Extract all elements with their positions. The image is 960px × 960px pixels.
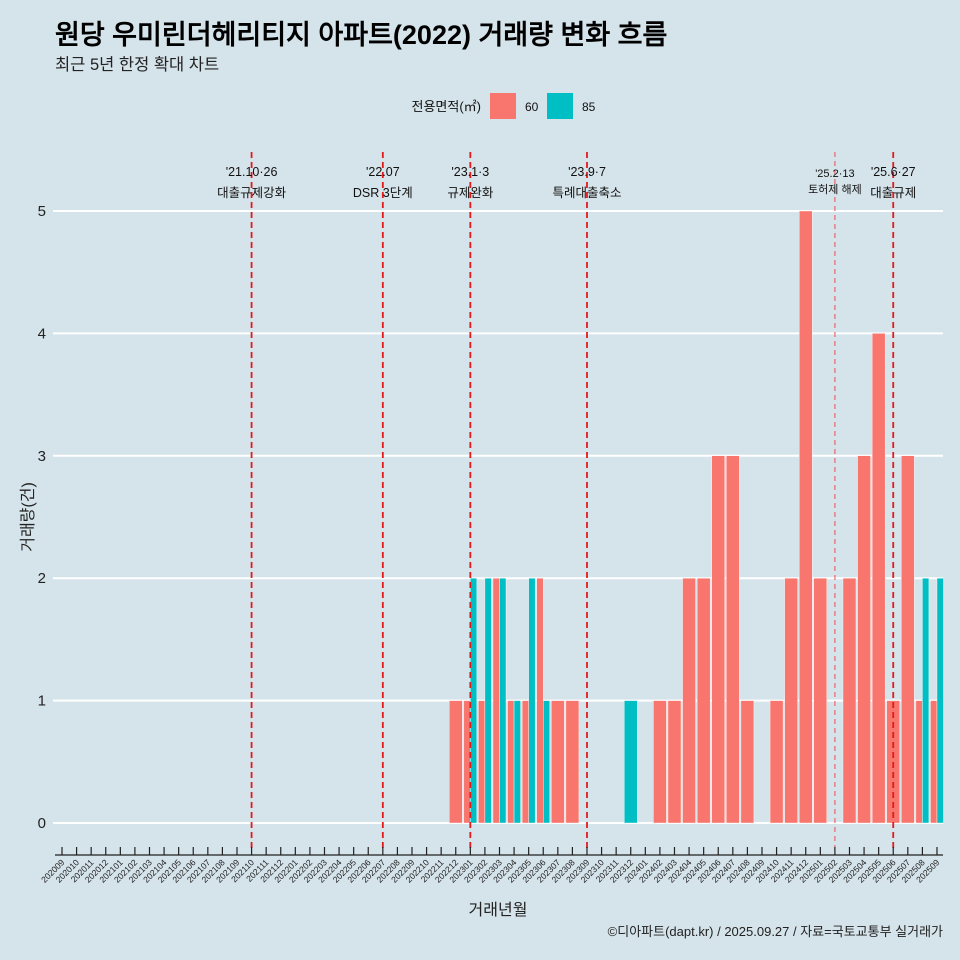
caption: ©디아파트(dapt.kr) / 2025.09.27 / 자료=국토교통부 실… <box>608 924 943 939</box>
legend-label-60: 60 <box>525 100 539 114</box>
bar-60-202505 <box>871 333 886 824</box>
event-description-label: 토허제 해제 <box>808 182 862 196</box>
bar-60-202306 <box>536 578 544 824</box>
y-tick-label: 5 <box>38 203 46 220</box>
event-description-label: 대출규제강화 <box>217 186 287 200</box>
event-description-label: 대출규제 <box>870 186 916 200</box>
event-date-label: '25.6·27 <box>871 165 916 179</box>
bar-85-202301 <box>470 578 478 824</box>
bar-60-202410 <box>769 700 784 824</box>
bar-60-202307 <box>551 700 565 824</box>
bar-60-202509 <box>930 700 938 824</box>
legend-key-85 <box>547 93 573 119</box>
bar-85-202303 <box>499 578 507 824</box>
y-tick-label: 4 <box>38 325 46 342</box>
chart-subtitle: 최근 5년 한정 확대 차트 <box>55 55 219 74</box>
y-axis-ticks: 0 1 2 3 4 5 <box>38 203 46 832</box>
bar-60-202303 <box>492 578 500 824</box>
bar-60-202503 <box>842 578 857 824</box>
bars <box>449 210 944 824</box>
bar-60-202408 <box>740 700 755 824</box>
legend-key-60 <box>490 93 516 119</box>
bar-60-202305 <box>521 700 529 824</box>
bar-60-202304 <box>507 700 515 824</box>
bar-85-202302 <box>484 578 492 824</box>
x-axis-title: 거래년월 <box>469 901 528 919</box>
bar-60-202212 <box>449 700 463 824</box>
bar-60-202507 <box>901 455 915 824</box>
chart-title: 원당 우미린더헤리티지 아파트(2022) 거래량 변화 흐름 <box>55 20 667 50</box>
bar-60-202308 <box>565 700 580 824</box>
bar-85-202306 <box>543 700 550 824</box>
bar-60-202302 <box>478 700 486 824</box>
event-date-label: '22.07 <box>366 165 400 179</box>
event-description-label: DSR 3단계 <box>353 186 413 200</box>
bar-85-202304 <box>513 700 521 824</box>
bar-60-202405 <box>696 578 711 824</box>
y-tick-label: 0 <box>38 815 46 832</box>
event-description-label: 특례대출축소 <box>552 186 621 200</box>
event-lines: '21.10·26 대출규제강화 '22.07 DSR 3단계 '23.1·3 규제완화 '… <box>217 152 916 852</box>
bar-60-202412 <box>799 210 813 824</box>
bar-60-202406 <box>711 455 725 824</box>
event-description-label: 규제완화 <box>447 186 494 200</box>
bar-85-202509 <box>936 578 944 824</box>
bar-60-202411 <box>784 578 798 824</box>
bar-60-202402 <box>653 700 667 824</box>
bar-60-202301 <box>463 700 471 824</box>
y-tick-label: 2 <box>38 570 46 587</box>
y-axis-title: 거래량(건) <box>19 482 37 552</box>
event-date-label: '23.9·7 <box>568 165 606 179</box>
bar-60-202407 <box>726 455 740 824</box>
bar-60-202403 <box>667 700 682 824</box>
bar-85-202305 <box>528 578 536 824</box>
bar-60-202501 <box>813 578 828 824</box>
bar-85-202508 <box>922 578 930 824</box>
bar-60-202508 <box>915 700 923 824</box>
bar-85-202312 <box>624 700 638 824</box>
y-tick-label: 1 <box>38 693 46 710</box>
bar-60-202404 <box>682 578 696 824</box>
bar-60-202504 <box>857 455 871 824</box>
y-tick-label: 3 <box>38 448 46 465</box>
legend-title: 전용면적(㎡) <box>412 99 482 114</box>
event-date-label: '25.2·13 <box>815 168 854 180</box>
legend-label-85: 85 <box>582 100 596 114</box>
legend: 전용면적(㎡) 60 85 <box>412 93 596 119</box>
event-date-label: '23.1·3 <box>451 165 489 179</box>
event-date-label: '21.10·26 <box>226 165 278 179</box>
